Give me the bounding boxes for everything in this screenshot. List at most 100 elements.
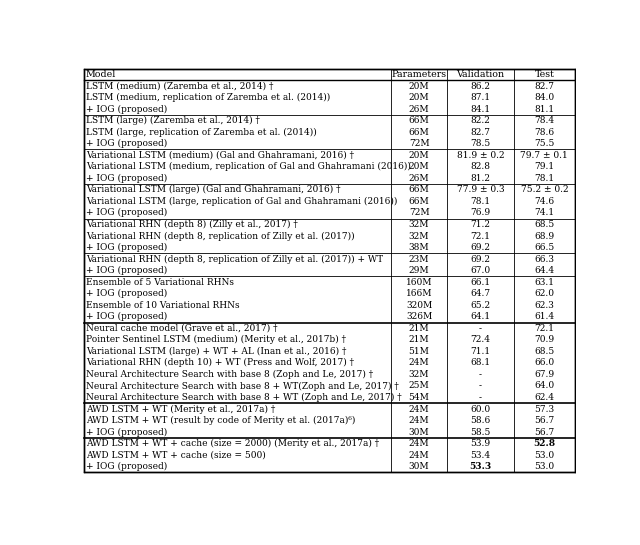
Text: 70.9: 70.9 (534, 335, 554, 344)
Text: + IOG (proposed): + IOG (proposed) (86, 289, 167, 298)
Text: 67.9: 67.9 (534, 370, 554, 379)
Text: + IOG (proposed): + IOG (proposed) (86, 462, 167, 471)
Text: 326M: 326M (406, 312, 432, 321)
Text: Neural Architecture Search with base 8 + WT (Zoph and Le, 2017) †: Neural Architecture Search with base 8 +… (86, 393, 401, 402)
Text: 57.3: 57.3 (534, 404, 554, 414)
Text: LSTM (medium) (Zaremba et al., 2014) †: LSTM (medium) (Zaremba et al., 2014) † (86, 82, 273, 90)
Text: 79.1: 79.1 (534, 162, 554, 171)
Text: 58.6: 58.6 (470, 416, 491, 425)
Text: 84.0: 84.0 (534, 93, 554, 102)
Text: Validation: Validation (456, 70, 504, 79)
Text: 66M: 66M (409, 197, 429, 206)
Text: AWD LSTM + WT (Merity et al., 2017a) †: AWD LSTM + WT (Merity et al., 2017a) † (86, 404, 275, 414)
Text: 26M: 26M (409, 174, 429, 183)
Text: 30M: 30M (409, 462, 429, 471)
Text: 71.1: 71.1 (470, 347, 490, 356)
Text: 68.9: 68.9 (534, 232, 554, 240)
Text: 82.8: 82.8 (470, 162, 490, 171)
Text: + IOG (proposed): + IOG (proposed) (86, 208, 167, 217)
Text: Variational RHN (depth 8) (Zilly et al., 2017) †: Variational RHN (depth 8) (Zilly et al.,… (86, 220, 298, 229)
Text: 81.2: 81.2 (470, 174, 490, 183)
Text: 87.1: 87.1 (470, 93, 490, 102)
Text: 64.0: 64.0 (534, 382, 554, 390)
Text: 64.4: 64.4 (534, 266, 554, 275)
Text: 56.7: 56.7 (534, 416, 554, 425)
Text: 84.1: 84.1 (470, 105, 490, 113)
Text: -: - (479, 370, 482, 379)
Text: + IOG (proposed): + IOG (proposed) (86, 174, 167, 183)
Text: 66M: 66M (409, 128, 429, 137)
Text: 54M: 54M (409, 393, 429, 402)
Text: 52.8: 52.8 (533, 439, 556, 448)
Text: 72M: 72M (409, 139, 429, 148)
Text: 78.1: 78.1 (470, 197, 490, 206)
Text: 78.5: 78.5 (470, 139, 491, 148)
Text: Test: Test (534, 70, 554, 79)
Text: Neural Architecture Search with base 8 + WT(Zoph and Le, 2017) †: Neural Architecture Search with base 8 +… (86, 382, 399, 391)
Text: 53.0: 53.0 (534, 451, 554, 459)
Text: Variational LSTM (large) (Gal and Ghahramani, 2016) †: Variational LSTM (large) (Gal and Ghahra… (86, 185, 340, 195)
Text: Neural Architecture Search with base 8 (Zoph and Le, 2017) †: Neural Architecture Search with base 8 (… (86, 370, 373, 379)
Text: 77.9 ± 0.3: 77.9 ± 0.3 (457, 185, 504, 195)
Text: 75.5: 75.5 (534, 139, 554, 148)
Text: 63.1: 63.1 (534, 277, 554, 287)
Text: + IOG (proposed): + IOG (proposed) (86, 266, 167, 275)
Text: AWD LSTM + WT (result by code of Merity et al. (2017a)⁶): AWD LSTM + WT (result by code of Merity … (86, 416, 355, 425)
Text: 78.4: 78.4 (534, 116, 554, 125)
Text: 21M: 21M (409, 324, 429, 333)
Text: 30M: 30M (409, 428, 429, 437)
Text: 58.5: 58.5 (470, 428, 491, 437)
Text: 26M: 26M (409, 105, 429, 113)
Text: 72.1: 72.1 (470, 232, 490, 240)
Text: 66.1: 66.1 (470, 277, 490, 287)
Text: 64.1: 64.1 (470, 312, 490, 321)
Text: Ensemble of 10 Variational RHNs: Ensemble of 10 Variational RHNs (86, 301, 239, 310)
Text: 61.4: 61.4 (534, 312, 554, 321)
Text: 75.2 ± 0.2: 75.2 ± 0.2 (520, 185, 568, 195)
Text: 20M: 20M (409, 162, 429, 171)
Text: 29M: 29M (409, 266, 429, 275)
Text: 166M: 166M (406, 289, 433, 298)
Text: 24M: 24M (409, 451, 429, 459)
Text: Model: Model (86, 70, 116, 79)
Text: 24M: 24M (409, 404, 429, 414)
Text: 78.1: 78.1 (534, 174, 554, 183)
Text: LSTM (large) (Zaremba et al., 2014) †: LSTM (large) (Zaremba et al., 2014) † (86, 116, 260, 125)
Text: 20M: 20M (409, 82, 429, 90)
Text: 66M: 66M (409, 185, 429, 195)
Text: AWD LSTM + WT + cache (size = 500): AWD LSTM + WT + cache (size = 500) (86, 451, 266, 459)
Text: 86.2: 86.2 (470, 82, 490, 90)
Text: 72M: 72M (409, 208, 429, 217)
Text: 81.1: 81.1 (534, 105, 554, 113)
Text: + IOG (proposed): + IOG (proposed) (86, 427, 167, 437)
Text: 62.4: 62.4 (534, 393, 554, 402)
Text: 76.9: 76.9 (470, 208, 490, 217)
Text: Neural cache model (Grave et al., 2017) †: Neural cache model (Grave et al., 2017) … (86, 324, 278, 333)
Text: 69.2: 69.2 (470, 255, 490, 264)
Text: 79.7 ± 0.1: 79.7 ± 0.1 (520, 151, 568, 160)
Text: 53.0: 53.0 (534, 462, 554, 471)
Text: 62.3: 62.3 (534, 301, 554, 310)
Text: AWD LSTM + WT + cache (size = 2000) (Merity et al., 2017a) †: AWD LSTM + WT + cache (size = 2000) (Mer… (86, 439, 379, 448)
Text: 53.9: 53.9 (470, 439, 490, 448)
Text: Pointer Sentinel LSTM (medium) (Merity et al., 2017b) †: Pointer Sentinel LSTM (medium) (Merity e… (86, 335, 346, 344)
Text: 21M: 21M (409, 335, 429, 344)
Text: 24M: 24M (409, 359, 429, 367)
Text: 24M: 24M (409, 416, 429, 425)
Text: 38M: 38M (409, 243, 429, 252)
Text: 82.7: 82.7 (470, 128, 490, 137)
Text: 51M: 51M (409, 347, 429, 356)
Text: 68.1: 68.1 (470, 359, 490, 367)
Text: 68.5: 68.5 (534, 347, 554, 356)
Text: Variational LSTM (medium) (Gal and Ghahramani, 2016) †: Variational LSTM (medium) (Gal and Ghahr… (86, 151, 354, 160)
Text: 71.2: 71.2 (470, 220, 490, 229)
Text: 74.6: 74.6 (534, 197, 554, 206)
Text: 69.2: 69.2 (470, 243, 490, 252)
Text: Ensemble of 5 Variational RHNs: Ensemble of 5 Variational RHNs (86, 277, 234, 287)
Text: 32M: 32M (409, 220, 429, 229)
Text: 67.0: 67.0 (470, 266, 490, 275)
Text: 60.0: 60.0 (470, 404, 490, 414)
Text: 66.3: 66.3 (534, 255, 554, 264)
Text: Variational RHN (depth 8, replication of Zilly et al. (2017)) + WT: Variational RHN (depth 8, replication of… (86, 255, 383, 264)
Text: -: - (479, 382, 482, 390)
